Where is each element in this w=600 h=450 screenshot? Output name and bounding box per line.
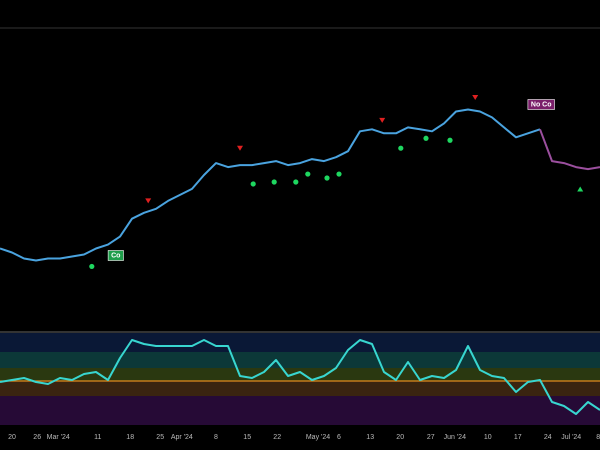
x-tick-label: 13 — [366, 434, 374, 441]
x-tick-label: 24 — [544, 434, 552, 441]
x-tick-label: 6 — [337, 434, 341, 441]
signal-triangle — [237, 145, 243, 151]
x-tick-label: Jun '24 — [444, 434, 466, 441]
annotation: No Co — [527, 99, 555, 110]
signal-dot — [250, 181, 256, 187]
signal-dot — [293, 179, 299, 185]
x-tick-label: Apr '24 — [171, 434, 193, 441]
x-tick-label: 17 — [514, 434, 522, 441]
x-tick-label: 27 — [427, 434, 435, 441]
signal-triangle — [145, 198, 152, 204]
annotation: Co — [107, 250, 124, 261]
signal-triangle — [472, 95, 479, 101]
x-tick-label: 20 — [8, 434, 16, 441]
x-tick-label: 11 — [94, 434, 101, 441]
x-tick-label: 10 — [484, 434, 492, 441]
band — [0, 396, 600, 425]
signal-dot — [398, 145, 404, 151]
x-tick-label: 26 — [33, 434, 41, 441]
series-line — [0, 339, 600, 415]
signal-dot — [89, 263, 95, 270]
x-tick-label: May '24 — [306, 434, 330, 441]
x-tick-label: 8 — [214, 434, 218, 441]
signal-dot — [271, 179, 277, 185]
signal-dot — [336, 171, 342, 177]
annotation-box — [527, 99, 555, 110]
annotation-box — [107, 250, 124, 261]
band — [0, 381, 600, 396]
signal-triangle — [379, 117, 386, 123]
band — [0, 352, 600, 368]
band — [0, 333, 600, 352]
series-line — [539, 128, 600, 171]
signal-dot — [324, 175, 330, 181]
x-tick-label: Mar '24 — [47, 434, 70, 441]
x-tick-label: 25 — [156, 434, 164, 441]
annotation-label: Co — [111, 252, 120, 259]
x-tick-label: 18 — [126, 434, 134, 441]
signal-dot — [305, 171, 311, 177]
x-tick-label: Jul '24 — [561, 434, 581, 441]
x-tick-label: 8 — [596, 434, 600, 441]
series-line — [0, 108, 541, 262]
signal-dot — [447, 137, 453, 143]
x-tick-label: 20 — [396, 434, 404, 441]
band — [0, 368, 600, 381]
annotation-label: No Co — [531, 101, 552, 108]
x-tick-label: 15 — [243, 434, 251, 441]
signal-triangle — [577, 186, 584, 192]
x-tick-label: 22 — [273, 434, 281, 441]
signal-dot — [423, 135, 429, 141]
